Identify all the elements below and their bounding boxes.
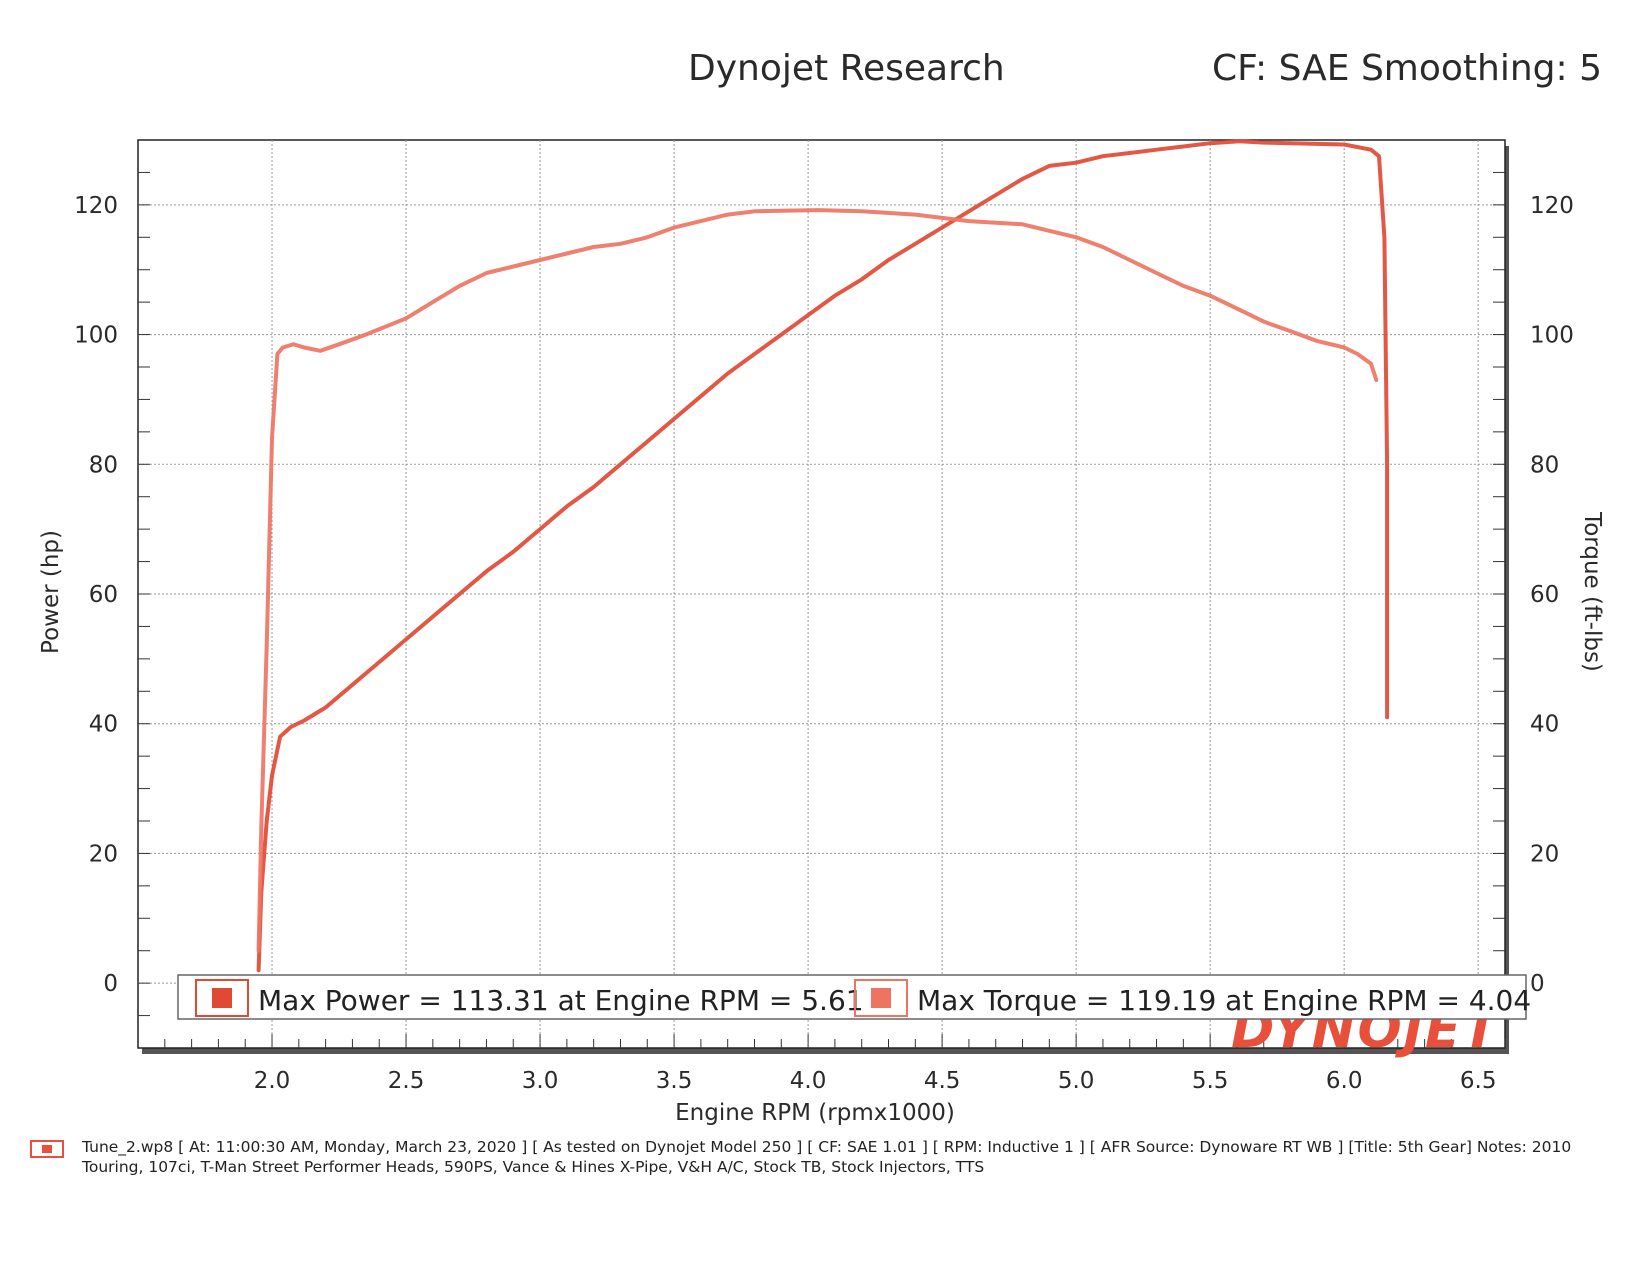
x-tick-label: 2.0 bbox=[254, 1068, 291, 1094]
legend-box bbox=[177, 974, 1527, 1020]
legend-torque-swatch-frame bbox=[854, 979, 908, 1017]
y-left-tick-label: 120 bbox=[74, 193, 118, 219]
chart-frame bbox=[137, 139, 1509, 1054]
chart-title: Dynojet Research bbox=[688, 48, 1005, 89]
legend-torque-swatch bbox=[871, 988, 891, 1008]
y-left-tick-label: 40 bbox=[89, 712, 118, 738]
x-tick-label: 6.0 bbox=[1326, 1068, 1363, 1094]
x-tick-label: 4.0 bbox=[790, 1068, 827, 1094]
series-line-power bbox=[256, 139, 1390, 973]
footer-run-notes: Tune_2.wp8 [ At: 11:00:30 AM, Monday, Ma… bbox=[82, 1138, 1572, 1176]
x-tick-label: 5.5 bbox=[1192, 1068, 1229, 1094]
x-tick-labels: 2.0 2.5 3.0 3.5 4.0 4.5 5.0 5.5 6.0 6.5 bbox=[254, 1068, 1497, 1094]
x-tick-label: 2.5 bbox=[388, 1068, 425, 1094]
y-left-tick-label: 20 bbox=[89, 841, 118, 867]
y-right-tick-label: 0 bbox=[1530, 971, 1545, 997]
y-left-tick-label: 100 bbox=[74, 323, 118, 349]
y-right-tick-label: 60 bbox=[1530, 582, 1559, 608]
y-left-tick-label: 60 bbox=[89, 582, 118, 608]
series-line-torque bbox=[256, 208, 1379, 953]
legend-torque-label: Max Torque = 119.19 at Engine RPM = 4.04 bbox=[917, 984, 1531, 1017]
y-right-tick-label: 100 bbox=[1530, 323, 1574, 349]
y-left-tick-label: 80 bbox=[89, 452, 118, 478]
y-left-tick-label: 0 bbox=[103, 971, 118, 997]
y-right-tick-label: 120 bbox=[1530, 193, 1574, 219]
legend-power-swatch bbox=[212, 988, 232, 1008]
run-info-footer: Tune_2.wp8 [ At: 11:00:30 AM, Monday, Ma… bbox=[30, 1137, 1620, 1177]
chart-series bbox=[256, 139, 1390, 973]
chart-grid bbox=[138, 140, 1505, 1048]
x-tick-label: 4.5 bbox=[924, 1068, 961, 1094]
x-tick-label: 3.5 bbox=[656, 1068, 693, 1094]
y-axis-title-left: Power (hp) bbox=[38, 530, 64, 654]
y-right-tick-label: 80 bbox=[1530, 452, 1559, 478]
chart-legend: Max Power = 113.31 at Engine RPM = 5.61 … bbox=[177, 974, 1531, 1020]
y-right-tick-labels: 0 20 40 60 80 100 120 bbox=[1530, 193, 1574, 997]
x-tick-label: 6.5 bbox=[1460, 1068, 1497, 1094]
x-axis-title: Engine RPM (rpmx1000) bbox=[675, 1100, 955, 1126]
y-axis-title-right: Torque (ft-lbs) bbox=[1579, 511, 1605, 672]
y-right-tick-label: 40 bbox=[1530, 712, 1559, 738]
x-tick-label: 3.0 bbox=[522, 1068, 559, 1094]
footer-run-swatch bbox=[30, 1140, 64, 1158]
y-right-tick-label: 20 bbox=[1530, 841, 1559, 867]
correction-factor-text: CF: SAE Smoothing: 5 bbox=[1211, 48, 1602, 89]
y-left-tick-labels: 0 20 40 60 80 100 120 bbox=[74, 193, 118, 997]
legend-power-swatch-frame bbox=[195, 979, 249, 1017]
legend-power-label: Max Power = 113.31 at Engine RPM = 5.61 bbox=[258, 984, 864, 1017]
x-tick-label: 5.0 bbox=[1058, 1068, 1095, 1094]
